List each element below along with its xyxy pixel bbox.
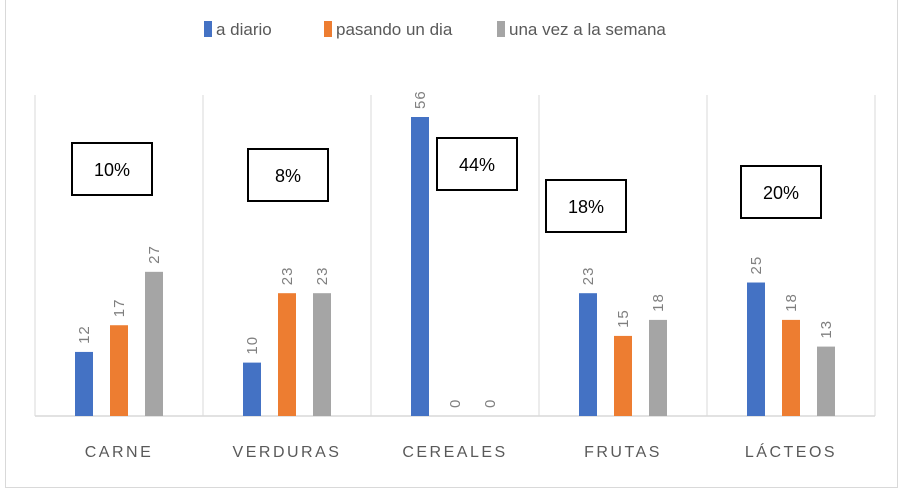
bar-verduras-0 <box>243 362 261 416</box>
data-label: 56 <box>412 90 429 109</box>
data-label: 10 <box>244 336 261 355</box>
bar-verduras-2 <box>313 293 331 416</box>
bar-lácteos-0 <box>747 282 765 416</box>
data-label: 25 <box>748 256 765 275</box>
bar-cereales-0 <box>411 117 429 416</box>
annotation-box <box>436 137 518 191</box>
data-label: 17 <box>111 299 128 318</box>
chart-frame <box>5 0 898 488</box>
category-label: LÁCTEOS <box>745 442 837 461</box>
legend-label: pasando un dia <box>336 20 453 39</box>
data-label: 13 <box>818 320 835 339</box>
data-label: 18 <box>650 293 667 312</box>
annotation-label: 10% <box>94 160 130 180</box>
annotation-label: 8% <box>275 166 301 186</box>
bar-carne-2 <box>145 271 163 416</box>
data-label: 0 <box>447 399 464 408</box>
data-label: 23 <box>279 267 296 286</box>
annotation-label: 20% <box>763 183 799 203</box>
annotation-box <box>71 142 153 196</box>
data-label: 23 <box>580 267 597 286</box>
category-label: CEREALES <box>402 444 507 461</box>
legend-swatch <box>204 21 212 37</box>
bar-frutas-0 <box>579 293 597 416</box>
data-label: 12 <box>76 325 93 344</box>
annotation-box <box>247 148 329 202</box>
annotation-box <box>545 179 627 233</box>
bar-carne-1 <box>110 325 128 416</box>
bar-verduras-1 <box>278 293 296 416</box>
legend-swatch <box>497 21 505 37</box>
bar-carne-0 <box>75 351 93 416</box>
legend-swatch <box>324 21 332 37</box>
category-label: CARNE <box>85 444 154 461</box>
data-label: 18 <box>783 293 800 312</box>
annotation-box <box>740 165 822 219</box>
data-label: 27 <box>146 245 163 264</box>
legend-label: a diario <box>216 20 272 39</box>
annotation-label: 18% <box>568 197 604 217</box>
data-label: 0 <box>482 399 499 408</box>
annotation-label: 44% <box>459 155 495 175</box>
category-label: FRUTAS <box>584 444 662 461</box>
bar-frutas-2 <box>649 319 667 416</box>
bar-lácteos-2 <box>817 346 835 416</box>
bar-frutas-1 <box>614 335 632 416</box>
legend-label: una vez a la semana <box>509 20 666 39</box>
category-label: VERDURAS <box>233 444 342 461</box>
data-label: 15 <box>615 309 632 328</box>
bar-lácteos-1 <box>782 319 800 416</box>
data-label: 23 <box>314 267 331 286</box>
